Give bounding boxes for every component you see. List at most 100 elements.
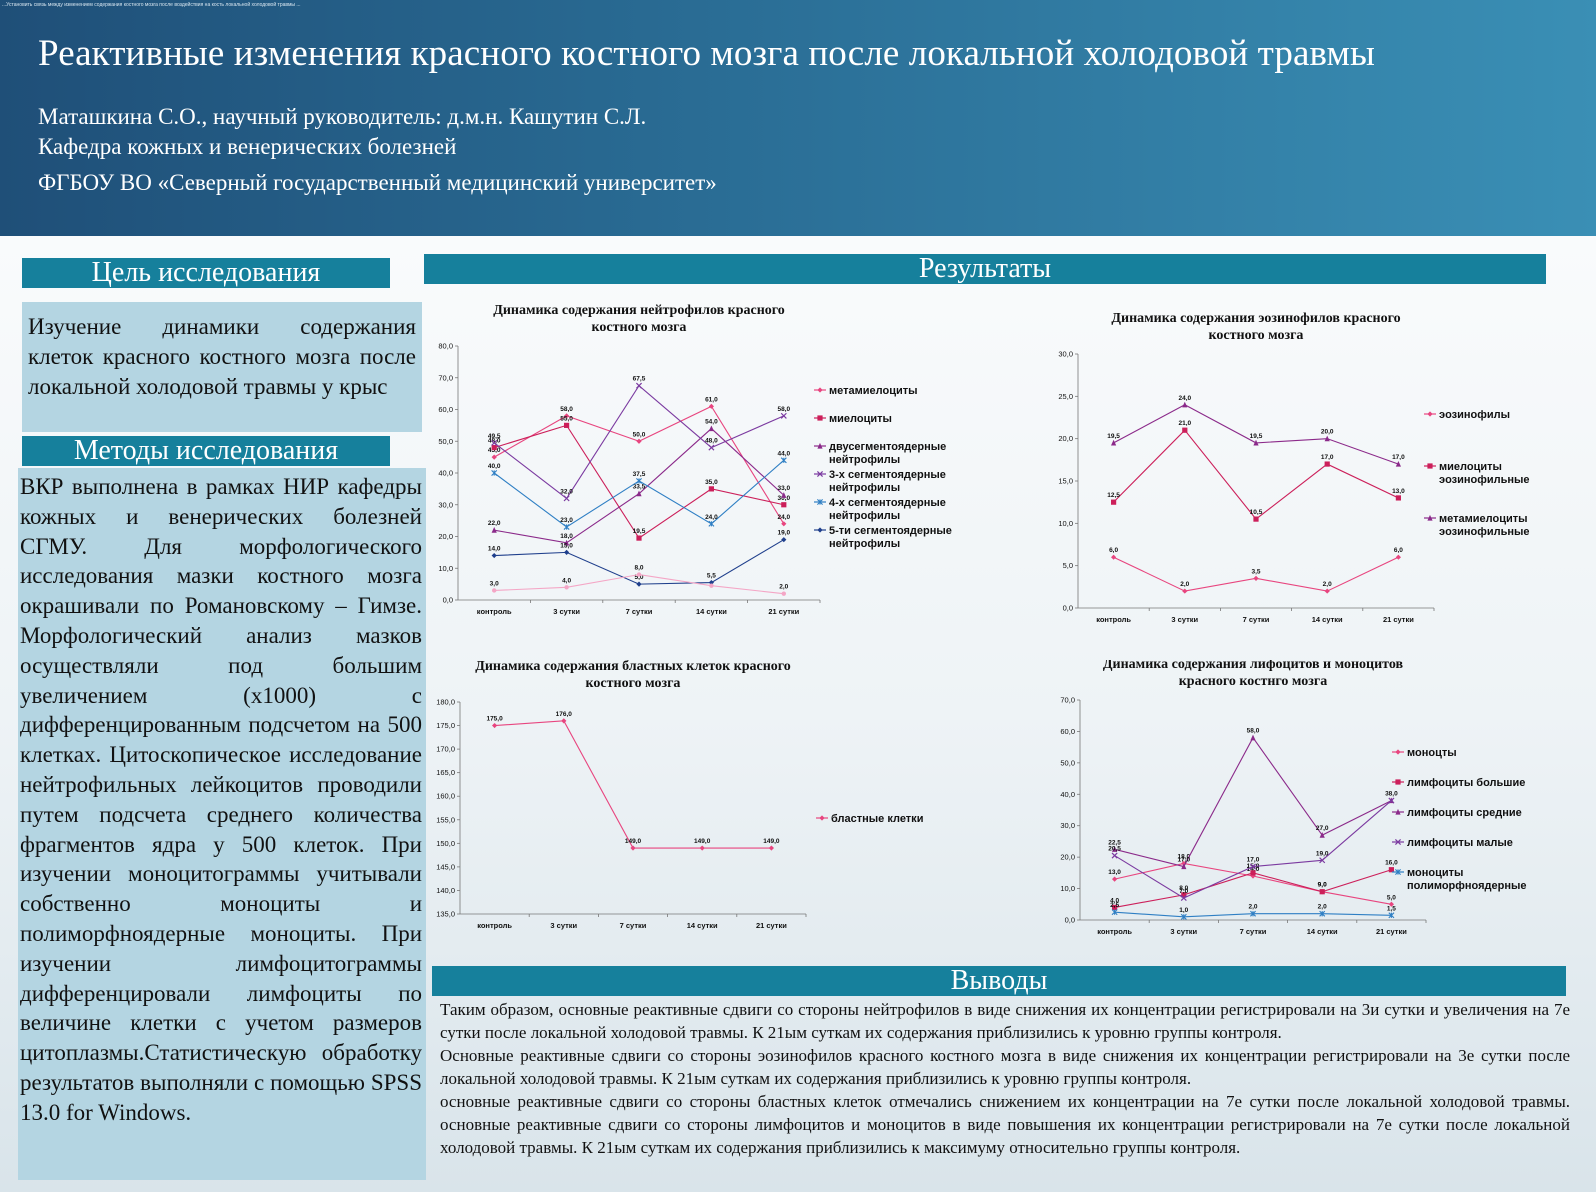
y-tick-label: 25,0 xyxy=(1058,392,1073,401)
conclusions-heading: Выводы xyxy=(432,966,1566,996)
x-tick-label: 21 сутки xyxy=(1383,615,1414,624)
legend-label: нейтрофилы xyxy=(829,510,900,522)
y-tick-label: 30,0 xyxy=(1060,821,1075,830)
data-point xyxy=(491,552,497,559)
y-tick-label: 70,0 xyxy=(438,373,453,382)
y-tick-label: 140,0 xyxy=(436,886,455,895)
methods-text: ВКР выполнена в рамках НИР кафедры кожны… xyxy=(18,468,426,1180)
x-tick-label: 7 сутки xyxy=(1243,615,1270,624)
data-point xyxy=(1182,588,1188,594)
data-label: 20,0 xyxy=(1321,429,1334,436)
data-point xyxy=(1395,779,1401,785)
data-label: 8,0 xyxy=(634,565,643,572)
authors: Маташкина С.О., научный руководитель: д.… xyxy=(38,104,647,129)
legend-label: двусегментоядерные xyxy=(829,441,946,453)
data-point xyxy=(561,718,567,724)
y-tick-label: 20,0 xyxy=(1058,434,1073,443)
x-tick-label: 3 сутки xyxy=(553,607,580,616)
data-point xyxy=(564,549,570,555)
legend-label: лимфоциты большие xyxy=(1407,777,1525,789)
data-point xyxy=(781,521,787,527)
chart-title: Динамика содержания лифоцитов и моноцито… xyxy=(1103,660,1404,672)
legend-label: нейтрофилы xyxy=(829,538,900,550)
data-label: 49,5 xyxy=(488,433,501,440)
legend-label: 3-х сегментоядерные xyxy=(829,469,946,481)
y-tick-label: 60,0 xyxy=(438,405,453,414)
data-point xyxy=(1253,516,1259,522)
x-tick-label: 3 сутки xyxy=(550,921,577,930)
y-tick-label: 165,0 xyxy=(436,768,455,777)
data-point xyxy=(781,492,787,498)
legend-label: моноцты xyxy=(1407,747,1457,759)
data-point xyxy=(1324,435,1330,442)
data-label: 50,0 xyxy=(633,431,646,438)
legend-label: моноциты xyxy=(1407,867,1463,879)
legend-label: нейтрофилы xyxy=(829,482,900,494)
x-tick-label: контроль xyxy=(1096,615,1131,624)
data-label: 17,0 xyxy=(1247,857,1260,864)
data-label: 18,0 xyxy=(1177,853,1190,860)
y-tick-label: 20,0 xyxy=(438,532,453,541)
data-label: 27,0 xyxy=(1316,825,1329,832)
data-point xyxy=(1112,876,1118,882)
chart-title: Динамика содержания эозинофилов красного xyxy=(1111,311,1400,326)
data-label: 48,0 xyxy=(488,438,501,445)
data-label: 5,0 xyxy=(1387,894,1396,901)
x-tick-label: 21 сутки xyxy=(756,921,787,930)
data-point xyxy=(1388,867,1394,873)
data-label: 12,5 xyxy=(1107,492,1120,499)
data-label: 2,0 xyxy=(1323,581,1332,588)
conclusions-text: Таким образом, основные реактивные сдвиг… xyxy=(440,998,1570,1159)
y-tick-label: 150,0 xyxy=(436,839,455,848)
chart-title: Динамика содержания бластных клеток крас… xyxy=(475,660,791,674)
chart-title: Динамика содержания нейтрофилов красного xyxy=(493,303,785,318)
data-point xyxy=(768,845,774,851)
data-point xyxy=(817,442,823,449)
data-point xyxy=(781,502,787,508)
department: Кафедра кожных и венерических болезней xyxy=(38,134,457,159)
y-tick-label: 160,0 xyxy=(436,792,455,801)
legend-label: лимфоциты малые xyxy=(1407,837,1513,849)
data-label: 24,0 xyxy=(705,514,718,521)
data-label: 38,0 xyxy=(1385,791,1398,798)
data-point xyxy=(708,444,715,451)
data-point xyxy=(1111,852,1118,859)
data-label: 58,0 xyxy=(777,406,790,413)
data-point xyxy=(564,585,569,590)
data-label: 176,0 xyxy=(556,711,573,718)
chart-title: костного мозга xyxy=(586,676,681,691)
data-label: 22,0 xyxy=(488,520,501,527)
data-label: 2,0 xyxy=(1318,904,1327,911)
data-label: 58,0 xyxy=(1247,728,1260,735)
data-point xyxy=(1319,832,1325,838)
y-tick-label: 40,0 xyxy=(438,469,453,478)
legend-label: полиморфноядерные xyxy=(1407,880,1527,892)
data-point xyxy=(492,588,497,593)
y-tick-label: 0,0 xyxy=(1063,604,1073,613)
data-label: 67,5 xyxy=(633,376,646,383)
y-tick-label: 30,0 xyxy=(438,500,453,509)
data-point xyxy=(1181,892,1187,898)
y-tick-label: 170,0 xyxy=(436,745,455,754)
data-point xyxy=(1253,575,1259,581)
data-label: 4,0 xyxy=(562,577,571,584)
chart-title: костного мозга xyxy=(592,320,687,335)
data-label: 33,0 xyxy=(777,485,790,492)
data-point xyxy=(1319,857,1326,864)
data-point xyxy=(1249,863,1257,870)
x-tick-label: контроль xyxy=(1097,927,1132,936)
data-point xyxy=(1427,411,1433,417)
data-label: 58,0 xyxy=(560,406,573,413)
data-label: 22,5 xyxy=(1108,839,1121,846)
data-point xyxy=(1181,863,1187,870)
data-point xyxy=(563,495,570,502)
data-label: 23,0 xyxy=(560,517,573,524)
data-point xyxy=(1111,439,1117,446)
data-point xyxy=(564,539,570,546)
data-label: 21,0 xyxy=(1178,420,1191,427)
data-label: 17,0 xyxy=(1321,454,1334,461)
data-label: 3,0 xyxy=(490,580,499,587)
data-label: 17,0 xyxy=(1392,454,1405,461)
data-label: 1,0 xyxy=(1179,907,1188,914)
data-point xyxy=(708,520,715,527)
